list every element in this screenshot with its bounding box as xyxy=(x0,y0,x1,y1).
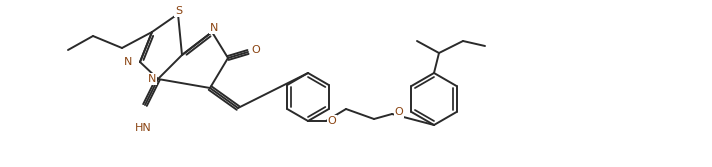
Text: N: N xyxy=(124,57,132,67)
Text: O: O xyxy=(251,45,261,55)
Text: O: O xyxy=(394,107,404,117)
Text: N: N xyxy=(147,74,156,84)
Text: HN: HN xyxy=(135,123,152,133)
Text: O: O xyxy=(328,116,336,126)
Text: N: N xyxy=(210,23,218,33)
Text: S: S xyxy=(175,6,182,16)
